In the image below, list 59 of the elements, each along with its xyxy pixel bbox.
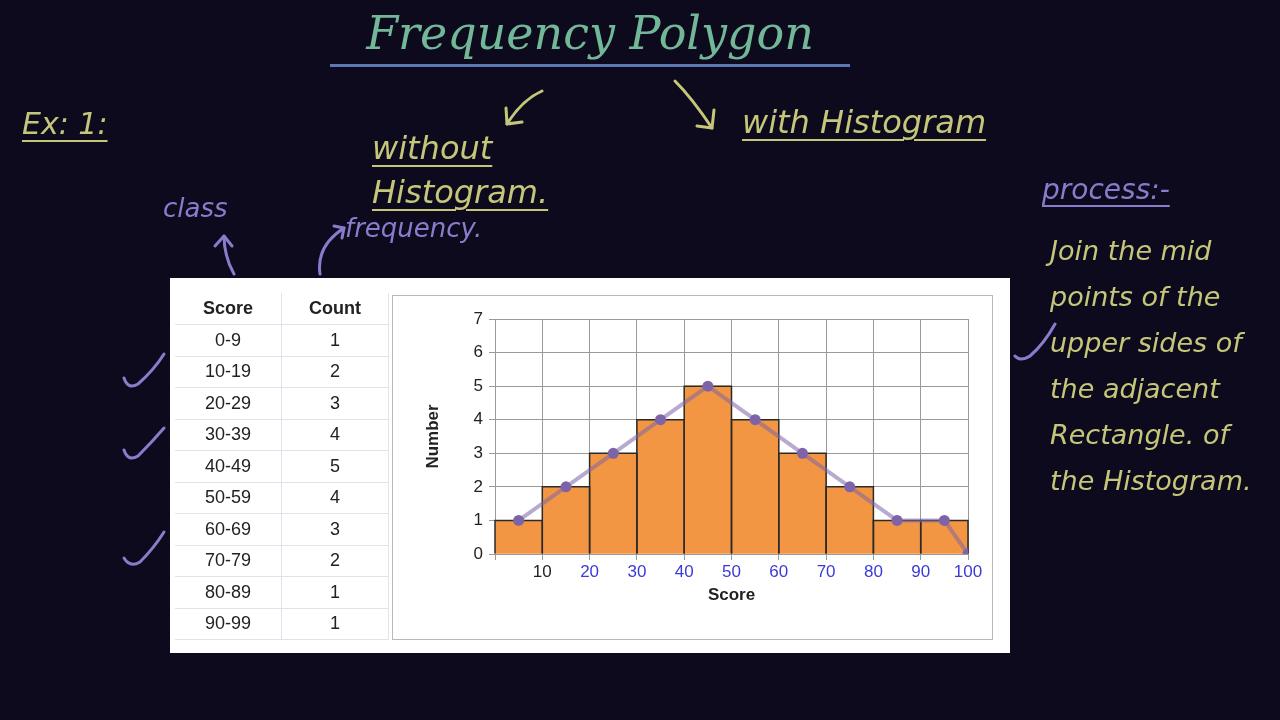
x-tick-label: 70 bbox=[816, 561, 836, 581]
point bbox=[938, 514, 950, 526]
y-tick-label: 3 bbox=[473, 442, 483, 462]
text: without Histogram. bbox=[372, 128, 550, 213]
point bbox=[655, 414, 667, 426]
text: frequency. bbox=[345, 212, 483, 245]
x-tick-label: 80 bbox=[863, 561, 883, 581]
text: 20-29 bbox=[175, 387, 282, 419]
text: 60-69 bbox=[175, 513, 282, 545]
text: 50-59 bbox=[175, 482, 282, 514]
text: 5 bbox=[281, 450, 389, 482]
text: 2 bbox=[281, 356, 389, 388]
text: 0-9 bbox=[175, 324, 282, 356]
point bbox=[844, 481, 856, 493]
text: 4 bbox=[281, 419, 389, 451]
text: Count bbox=[281, 293, 389, 325]
text: 4 bbox=[281, 482, 389, 514]
x-tick-label: 40 bbox=[674, 561, 694, 581]
y-tick-label: 6 bbox=[473, 342, 483, 362]
text: Ex: 1: bbox=[22, 105, 108, 143]
text: 10-19 bbox=[175, 356, 282, 388]
x-tick-label: 30 bbox=[627, 561, 647, 581]
y-tick-label: 4 bbox=[473, 409, 483, 429]
point bbox=[513, 514, 525, 526]
x-tick-label: 90 bbox=[911, 561, 931, 581]
point bbox=[702, 380, 714, 392]
text: 2 bbox=[281, 545, 389, 577]
text: 40-49 bbox=[175, 450, 282, 482]
point bbox=[891, 514, 903, 526]
text: 3 bbox=[281, 513, 389, 545]
y-tick-label: 1 bbox=[473, 510, 483, 530]
x-axis-title: Score bbox=[707, 585, 756, 605]
text: 1 bbox=[281, 576, 389, 608]
x-tick-label: 10 bbox=[532, 561, 552, 581]
y-axis-title: Number bbox=[422, 404, 442, 469]
text: 1 bbox=[281, 324, 389, 356]
text: 3 bbox=[281, 387, 389, 419]
y-tick-label: 0 bbox=[473, 543, 483, 563]
point bbox=[607, 447, 619, 459]
point bbox=[560, 481, 572, 493]
text: process:- bbox=[1042, 172, 1170, 208]
text: 1 bbox=[281, 608, 389, 640]
x-tick-label: 60 bbox=[769, 561, 789, 581]
x-tick-label: 100 bbox=[953, 561, 983, 581]
text: 70-79 bbox=[175, 545, 282, 577]
y-tick-label: 5 bbox=[473, 375, 483, 395]
x-tick-label: 20 bbox=[580, 561, 600, 581]
x-tick-label: 50 bbox=[722, 561, 741, 581]
point bbox=[749, 414, 761, 426]
text: Score bbox=[202, 298, 254, 318]
text: 80-89 bbox=[175, 576, 282, 608]
text: with Histogram bbox=[742, 102, 987, 143]
y-tick-label: 2 bbox=[473, 476, 483, 496]
y-tick-label: 7 bbox=[473, 308, 483, 328]
text: 90-99 bbox=[175, 608, 282, 640]
text: 30-39 bbox=[175, 419, 282, 451]
text: class bbox=[163, 192, 228, 225]
point bbox=[796, 447, 808, 459]
chart-title: Frequency Polygon bbox=[330, 4, 850, 67]
